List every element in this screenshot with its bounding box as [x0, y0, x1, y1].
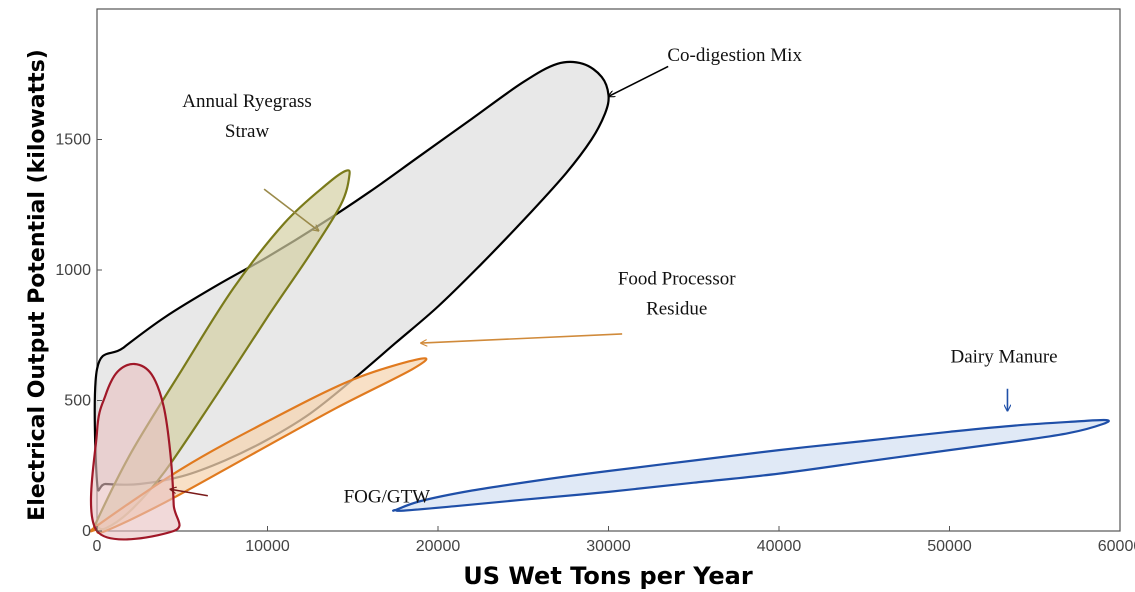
y-tick-label: 1500	[55, 132, 91, 149]
y-axis-title: Electrical Output Potential (kilowatts)	[25, 49, 50, 521]
annotation-layer: Co-digestion Mix Annual Ryegrass Straw Food…	[170, 45, 1058, 507]
region-dairy	[392, 418, 1110, 512]
annotation-arrow-fog	[170, 489, 208, 497]
region-fog	[89, 362, 181, 541]
x-tick-label: 20000	[416, 538, 461, 555]
annotation-label-food: Food Processor Residue	[618, 268, 736, 319]
annotation-arrow-food	[421, 333, 623, 343]
annotation-label-codigestion: Co-digestion Mix	[667, 45, 802, 66]
annotation-arrow-codigestion	[609, 65, 669, 96]
annotation-label-fog: FOG/GTW	[344, 486, 431, 507]
annotation-label-dairy: Dairy Manure	[951, 347, 1058, 368]
x-tick-label: 40000	[757, 538, 802, 555]
x-axis-title: US Wet Tons per Year	[463, 562, 753, 590]
x-tick-label: 0	[93, 538, 102, 555]
x-tick-label: 30000	[586, 538, 631, 555]
region-layer	[89, 60, 1110, 541]
y-tick-label: 500	[64, 393, 91, 410]
annotation-arrow-ryegrass	[263, 188, 319, 231]
y-axis: 0 500 1000 1500	[55, 132, 102, 540]
x-tick-label: 10000	[245, 538, 290, 555]
y-tick-label: 1000	[55, 262, 91, 279]
x-tick-label: 50000	[927, 538, 972, 555]
y-tick-label: 0	[82, 523, 91, 540]
annotation-label-ryegrass: Annual Ryegrass Straw	[182, 91, 312, 142]
